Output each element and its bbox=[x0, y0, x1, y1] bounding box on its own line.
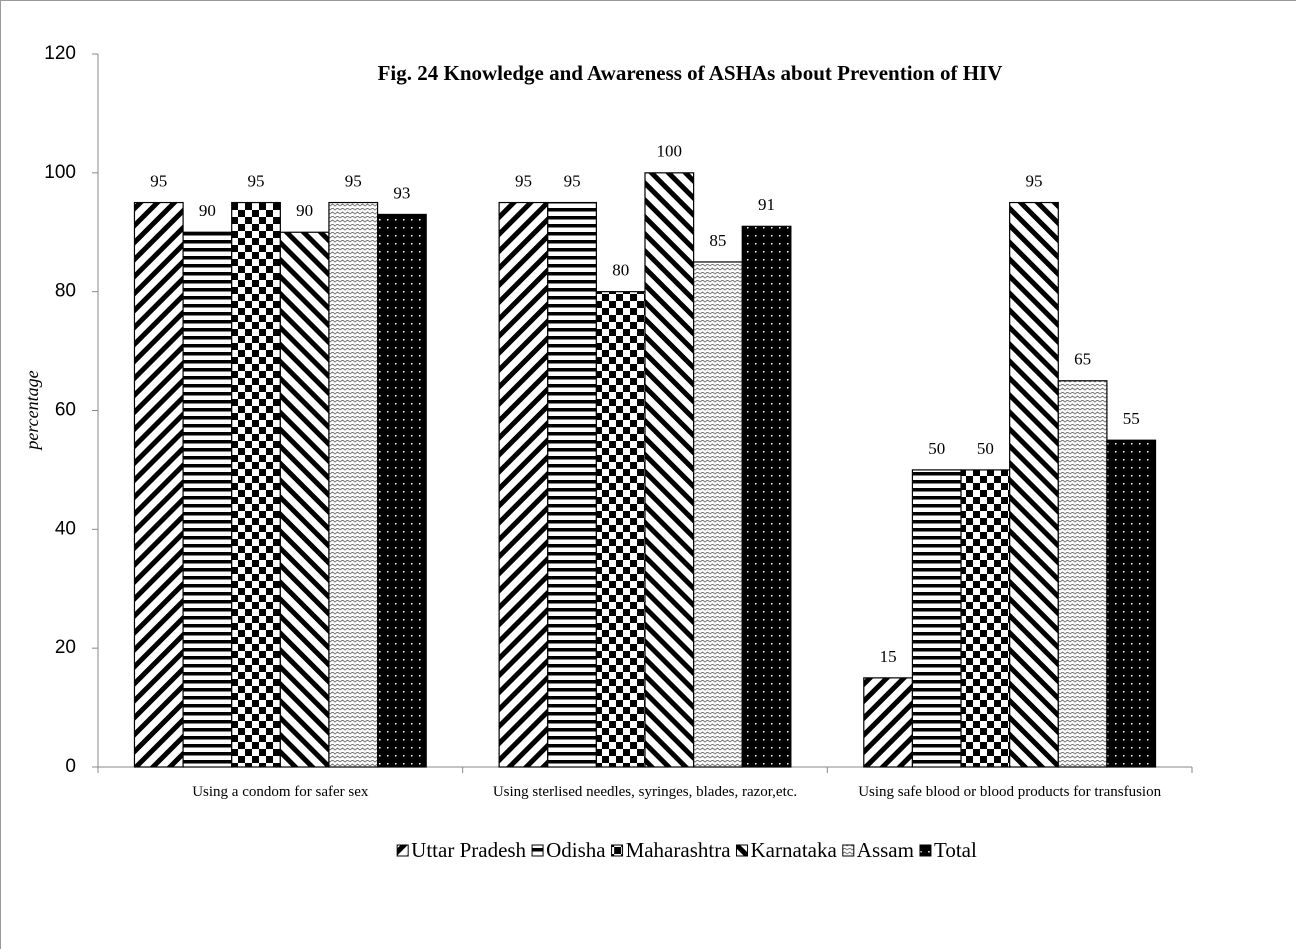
bar bbox=[1009, 201, 1059, 768]
x-tick-label: Using safe blood or blood products for t… bbox=[858, 784, 1162, 800]
bar bbox=[498, 201, 549, 768]
legend: Uttar Pradesh Odisha Maharashtra Karnataka A… bbox=[396, 838, 977, 862]
legend-swatch bbox=[842, 844, 855, 857]
data-label: 95 bbox=[515, 171, 532, 190]
data-label: 65 bbox=[1074, 350, 1091, 369]
data-label: 95 bbox=[1025, 171, 1042, 190]
bar bbox=[182, 231, 233, 768]
x-tick-label: Using sterlised needles, syringes, blade… bbox=[492, 784, 798, 800]
bar bbox=[911, 469, 962, 768]
data-label: 85 bbox=[709, 231, 726, 250]
data-label: 50 bbox=[977, 439, 994, 458]
legend-swatch bbox=[531, 844, 544, 857]
data-label: 80 bbox=[612, 261, 629, 280]
data-label: 90 bbox=[199, 201, 216, 220]
legend-label: Uttar Pradesh bbox=[411, 838, 526, 862]
bar bbox=[741, 225, 792, 768]
chart-title: Fig. 24 Knowledge and Awareness of ASHAs… bbox=[378, 61, 1003, 85]
y-tick-label: 20 bbox=[55, 637, 76, 658]
data-label: 95 bbox=[564, 171, 581, 190]
legend-label: Odisha bbox=[546, 838, 606, 862]
bar bbox=[231, 201, 281, 768]
legend-label: Total bbox=[934, 838, 977, 862]
y-tick-label: 120 bbox=[44, 43, 76, 64]
legend-swatch bbox=[396, 844, 409, 857]
bar bbox=[547, 201, 597, 768]
y-tick-label: 80 bbox=[55, 281, 76, 302]
bar bbox=[595, 291, 646, 768]
bar bbox=[1106, 439, 1157, 768]
data-label: 15 bbox=[880, 647, 897, 666]
legend-swatch bbox=[919, 844, 932, 857]
bar bbox=[133, 201, 184, 768]
data-label: 100 bbox=[657, 142, 683, 161]
bar bbox=[863, 677, 914, 768]
legend-label: Assam bbox=[857, 838, 914, 862]
y-axis-label: percentage bbox=[22, 370, 42, 451]
data-label: 95 bbox=[345, 171, 362, 190]
y-tick-label: 40 bbox=[55, 518, 76, 539]
data-label: 95 bbox=[150, 171, 167, 190]
bar bbox=[1057, 380, 1108, 768]
x-tick-label: Using a condom for safer sex bbox=[192, 784, 369, 800]
bar bbox=[960, 469, 1011, 768]
bar bbox=[328, 201, 379, 768]
legend-label: Maharashtra bbox=[626, 838, 732, 862]
data-label: 91 bbox=[758, 195, 775, 214]
bar bbox=[376, 213, 427, 768]
bar bbox=[644, 172, 695, 768]
legend-swatch bbox=[611, 844, 624, 857]
y-tick-label: 60 bbox=[55, 400, 76, 421]
legend-label: Karnataka bbox=[751, 838, 838, 862]
data-label: 95 bbox=[248, 171, 265, 190]
bar bbox=[693, 261, 743, 768]
data-label: 90 bbox=[296, 201, 313, 220]
data-label: 55 bbox=[1123, 409, 1140, 428]
legend-swatch bbox=[736, 844, 749, 857]
data-label: 50 bbox=[928, 439, 945, 458]
bar bbox=[279, 231, 330, 768]
y-tick-label: 100 bbox=[44, 162, 76, 183]
data-label: 93 bbox=[393, 183, 410, 202]
y-tick-label: 0 bbox=[65, 756, 76, 777]
